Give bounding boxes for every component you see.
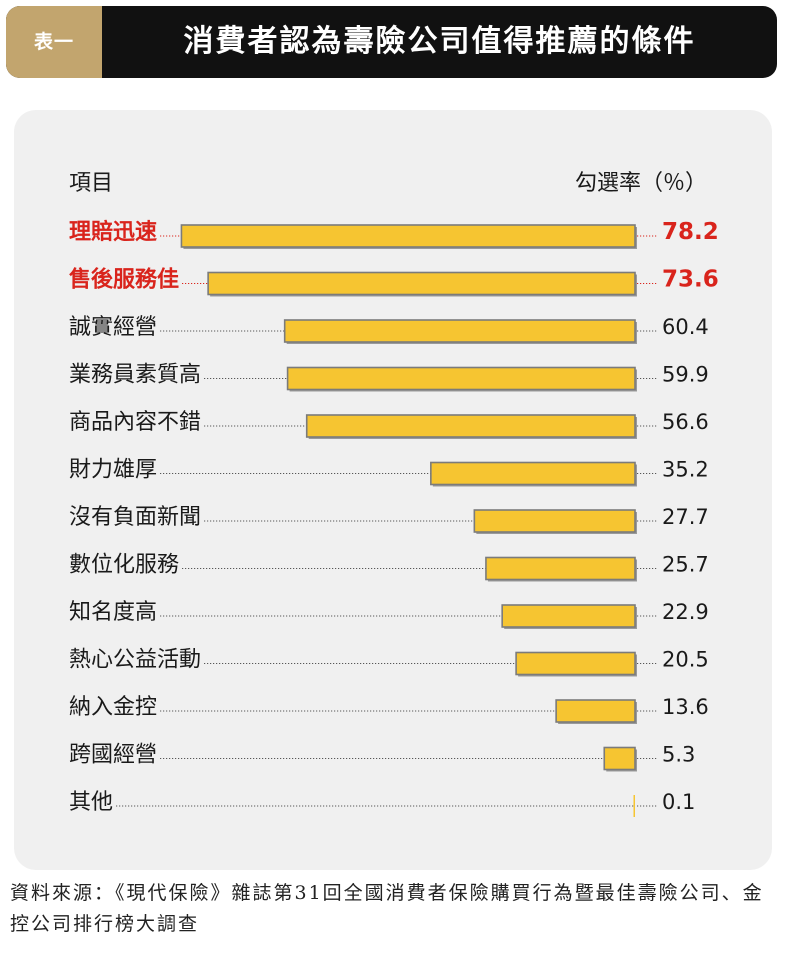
- chart-header: 表一 消費者認為壽險公司值得推薦的條件: [6, 6, 777, 78]
- category-label: 數位化服務: [69, 553, 179, 578]
- category-label: 業務員素質高: [69, 363, 201, 388]
- category-label: 其他: [69, 790, 113, 815]
- column-header-item: 項目: [69, 171, 113, 196]
- category-label: 熱心公益活動: [69, 648, 201, 673]
- value-label: 56.6: [662, 410, 709, 434]
- chart-title: 消費者認為壽險公司值得推薦的條件: [183, 24, 696, 59]
- category-label: 沒有負面新聞: [69, 505, 201, 530]
- bar: [555, 699, 636, 723]
- category-label: 商品內容不錯: [69, 410, 201, 435]
- category-label: 跨國經營: [69, 743, 157, 768]
- value-label: 13.6: [662, 695, 709, 719]
- value-label: 22.9: [662, 600, 709, 624]
- bar: [501, 604, 636, 628]
- category-label: 售後服務佳: [69, 267, 179, 293]
- bar: [286, 366, 636, 391]
- value-label: 20.5: [662, 648, 709, 672]
- bar: [430, 461, 636, 486]
- bar: [485, 556, 636, 581]
- bar: [633, 795, 635, 817]
- value-label: 35.2: [662, 458, 709, 482]
- bar: [180, 224, 636, 248]
- category-label: 理賠迅速: [69, 219, 157, 245]
- bar: [603, 746, 636, 771]
- bar: [305, 414, 636, 438]
- chart-panel: 項目 勾選率（％） 理賠迅速 78.2 售後服務佳 73.6 誠實經營 60.4 業務員素質高 5…: [14, 110, 772, 870]
- category-label: 誠實經營: [69, 315, 157, 340]
- value-label: 60.4: [662, 315, 709, 339]
- category-label: 知名度高: [69, 600, 157, 625]
- category-label: 財力雄厚: [69, 458, 157, 483]
- bar: [473, 509, 636, 533]
- column-header-value: 勾選率（％）: [575, 171, 707, 196]
- bar: [515, 651, 636, 676]
- value-label: 78.2: [662, 219, 719, 245]
- bar: [283, 319, 636, 343]
- value-label: 59.9: [662, 363, 709, 387]
- bar-chart: 項目 勾選率（％） 理賠迅速 78.2 售後服務佳 73.6 誠實經營 60.4 業務員素質高 5…: [69, 171, 719, 817]
- value-label: 27.7: [662, 505, 709, 529]
- source-note: 資料來源：《現代保險》雜誌第31回全國消費者保險購買行為暨最佳壽險公司、金控公司…: [10, 882, 764, 935]
- table-number-tag: 表一: [6, 6, 102, 78]
- value-label: 73.6: [662, 267, 719, 293]
- category-label: 納入金控: [69, 695, 157, 720]
- value-label: 0.1: [662, 790, 695, 814]
- value-label: 25.7: [662, 553, 709, 577]
- bar: [207, 271, 636, 296]
- value-label: 5.3: [662, 743, 695, 767]
